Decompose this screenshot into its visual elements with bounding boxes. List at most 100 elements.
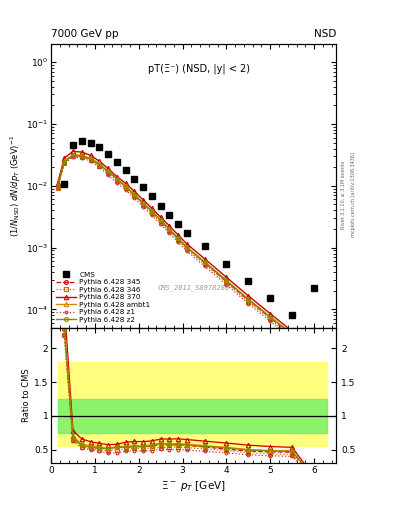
- Pythia 6.428 z1: [88, 158, 93, 164]
- Pythia 6.428 346: [132, 193, 137, 199]
- Pythia 6.428 346: [141, 202, 145, 208]
- Pythia 6.428 370: [114, 174, 119, 180]
- Pythia 6.428 346: [202, 261, 207, 267]
- Text: NSD: NSD: [314, 29, 336, 39]
- Pythia 6.428 ambt1: [246, 296, 251, 302]
- Pythia 6.428 370: [312, 346, 316, 352]
- CMS: [150, 193, 154, 199]
- Pythia 6.428 z2: [55, 183, 60, 189]
- Line: Pythia 6.428 z2: Pythia 6.428 z2: [56, 154, 316, 354]
- Pythia 6.428 z2: [79, 153, 84, 159]
- CMS: [79, 138, 84, 144]
- Pythia 6.428 z1: [176, 239, 180, 245]
- Line: CMS: CMS: [61, 138, 317, 318]
- CMS: [246, 278, 251, 284]
- Pythia 6.428 z1: [114, 180, 119, 186]
- Pythia 6.428 346: [246, 298, 251, 305]
- Pythia 6.428 ambt1: [167, 226, 172, 232]
- CMS: [176, 221, 180, 227]
- Pythia 6.428 345: [132, 192, 137, 198]
- Pythia 6.428 346: [79, 154, 84, 160]
- Pythia 6.428 z1: [97, 164, 102, 170]
- Pythia 6.428 ambt1: [202, 259, 207, 265]
- Pythia 6.428 370: [185, 241, 189, 247]
- Pythia 6.428 ambt1: [290, 331, 294, 337]
- Pythia 6.428 345: [268, 315, 273, 321]
- Pythia 6.428 345: [176, 236, 180, 242]
- Pythia 6.428 370: [268, 311, 273, 317]
- Text: Rivet 3.1.10, ≥ 3.1M events: Rivet 3.1.10, ≥ 3.1M events: [341, 160, 346, 229]
- CMS: [97, 144, 102, 151]
- CMS: [167, 211, 172, 218]
- Pythia 6.428 370: [141, 197, 145, 203]
- CMS: [202, 243, 207, 249]
- Pythia 6.428 346: [106, 170, 110, 176]
- Pythia 6.428 z1: [55, 185, 60, 191]
- Pythia 6.428 z2: [202, 259, 207, 265]
- CMS: [158, 203, 163, 209]
- Pythia 6.428 z1: [158, 221, 163, 227]
- Pythia 6.428 345: [185, 245, 189, 251]
- Pythia 6.428 z2: [224, 278, 229, 284]
- Pythia 6.428 z2: [246, 296, 251, 303]
- Pythia 6.428 z1: [312, 354, 316, 360]
- Pythia 6.428 345: [55, 184, 60, 190]
- Pythia 6.428 ambt1: [141, 200, 145, 206]
- Text: pT(Ξ⁻) (NSD, |y| < 2): pT(Ξ⁻) (NSD, |y| < 2): [148, 63, 250, 74]
- Y-axis label: $(1/N_\mathrm{NSD})\ dN/dp_T\ (\mathrm{GeV})^{-1}$: $(1/N_\mathrm{NSD})\ dN/dp_T\ (\mathrm{G…: [9, 135, 23, 237]
- Pythia 6.428 z2: [123, 184, 128, 190]
- Pythia 6.428 370: [224, 274, 229, 281]
- Pythia 6.428 346: [123, 185, 128, 191]
- Pythia 6.428 z2: [150, 208, 154, 215]
- Pythia 6.428 z2: [158, 217, 163, 223]
- Pythia 6.428 346: [55, 185, 60, 191]
- Pythia 6.428 ambt1: [62, 158, 66, 164]
- Pythia 6.428 345: [290, 332, 294, 338]
- Pythia 6.428 ambt1: [88, 155, 93, 161]
- Pythia 6.428 z1: [290, 336, 294, 342]
- Pythia 6.428 345: [97, 161, 102, 167]
- Pythia 6.428 346: [224, 280, 229, 286]
- Line: Pythia 6.428 370: Pythia 6.428 370: [55, 149, 316, 351]
- CMS: [132, 176, 137, 182]
- Pythia 6.428 z2: [132, 192, 137, 198]
- Pythia 6.428 345: [106, 168, 110, 175]
- Line: Pythia 6.428 346: Pythia 6.428 346: [56, 154, 316, 357]
- Pythia 6.428 ambt1: [97, 160, 102, 166]
- Pythia 6.428 370: [97, 158, 102, 164]
- Pythia 6.428 345: [79, 153, 84, 159]
- Pythia 6.428 z2: [268, 314, 273, 320]
- Pythia 6.428 z1: [132, 195, 137, 201]
- Pythia 6.428 370: [106, 165, 110, 172]
- Pythia 6.428 370: [158, 214, 163, 220]
- Pythia 6.428 ambt1: [55, 183, 60, 189]
- Pythia 6.428 z2: [97, 161, 102, 167]
- Pythia 6.428 z1: [141, 203, 145, 209]
- Pythia 6.428 ambt1: [158, 217, 163, 223]
- Pythia 6.428 345: [158, 218, 163, 224]
- Pythia 6.428 z2: [71, 152, 75, 158]
- Pythia 6.428 z2: [290, 332, 294, 338]
- CMS: [114, 159, 119, 165]
- Pythia 6.428 370: [123, 180, 128, 186]
- Pythia 6.428 z2: [88, 156, 93, 162]
- Pythia 6.428 ambt1: [114, 176, 119, 182]
- Pythia 6.428 345: [88, 156, 93, 162]
- Pythia 6.428 345: [202, 260, 207, 266]
- Pythia 6.428 370: [176, 232, 180, 238]
- Pythia 6.428 ambt1: [79, 152, 84, 158]
- Y-axis label: Ratio to CMS: Ratio to CMS: [22, 369, 31, 422]
- Pythia 6.428 346: [158, 220, 163, 226]
- Pythia 6.428 z2: [185, 244, 189, 250]
- Pythia 6.428 370: [55, 180, 60, 186]
- Pythia 6.428 346: [88, 157, 93, 163]
- Pythia 6.428 z1: [123, 187, 128, 193]
- Pythia 6.428 370: [150, 205, 154, 211]
- Pythia 6.428 345: [62, 159, 66, 165]
- Pythia 6.428 345: [167, 226, 172, 232]
- Pythia 6.428 370: [132, 188, 137, 195]
- Pythia 6.428 ambt1: [123, 183, 128, 189]
- Pythia 6.428 z2: [114, 176, 119, 182]
- Pythia 6.428 ambt1: [224, 277, 229, 283]
- Pythia 6.428 345: [141, 200, 145, 206]
